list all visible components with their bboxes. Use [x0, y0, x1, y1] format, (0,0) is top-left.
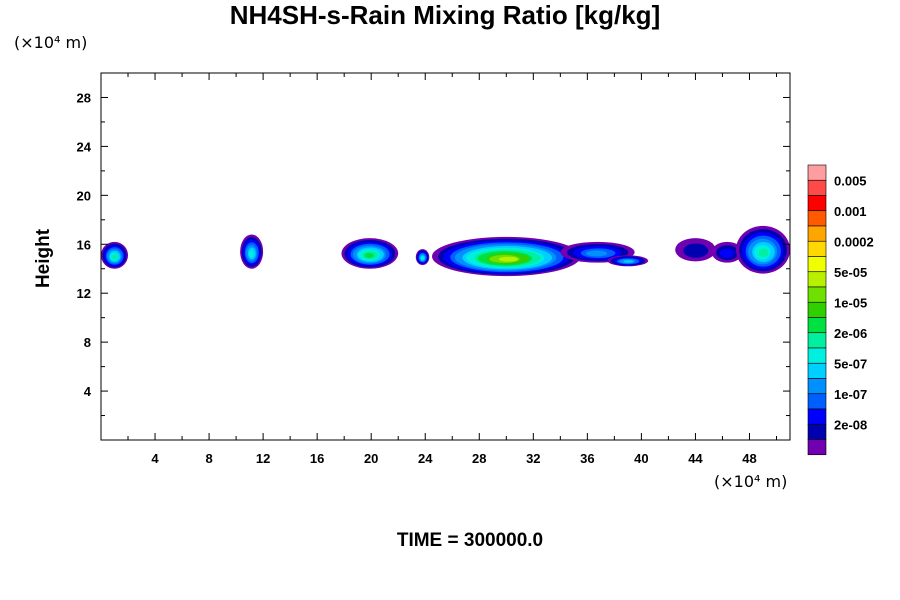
y-axis-label: Height	[33, 228, 54, 288]
contour-level	[420, 256, 424, 260]
y-tick-label: 28	[77, 90, 91, 105]
contour-level	[758, 248, 769, 258]
x-axis: 4 8 12 16 20 24 28 32 36 40 44 48	[127, 73, 777, 466]
x-tick-label: 20	[364, 451, 378, 466]
colorbar-swatch	[807, 286, 827, 303]
x-tick-label: 28	[472, 451, 486, 466]
colorbar-swatch	[807, 256, 827, 273]
x-tick-label: 24	[418, 451, 433, 466]
plot-frame	[100, 72, 791, 441]
colorbar-swatch	[807, 332, 827, 349]
colorbar-swatch	[807, 179, 827, 196]
x-tick-label: 44	[688, 451, 703, 466]
colorbar-swatch	[807, 378, 827, 395]
x-tick-label: 32	[526, 451, 540, 466]
contour-level	[623, 260, 634, 263]
x-tick-label: 12	[256, 451, 270, 466]
y-unit-label: (×10⁴ m)	[14, 33, 88, 52]
x-tick-label: 8	[205, 451, 212, 466]
x-unit-label: (×10⁴ m)	[714, 472, 788, 491]
x-tick-label: 48	[742, 451, 756, 466]
y-axis: 4 8 12 16 20 24 28	[77, 90, 790, 417]
colorbar-swatch	[807, 393, 827, 410]
colorbar-label: 0.005	[834, 173, 867, 188]
colorbar-swatch	[807, 408, 827, 425]
colorbar-swatch	[807, 225, 827, 242]
contour-cell	[415, 249, 430, 266]
y-tick-label: 12	[77, 286, 91, 301]
x-tick-label: 16	[310, 451, 324, 466]
y-tick-label: 24	[77, 139, 92, 154]
contour-cells	[101, 225, 790, 277]
contour-level	[719, 248, 734, 258]
colorbar-swatch	[807, 164, 827, 181]
colorbar-swatch	[807, 210, 827, 227]
x-tick-label: 40	[634, 451, 648, 466]
colorbar-swatch	[807, 362, 827, 379]
time-label: TIME = 300000.0	[396, 530, 544, 551]
contour-level	[498, 256, 518, 262]
colorbar-label: 1e-07	[834, 387, 867, 402]
contour-cell	[101, 241, 129, 269]
colorbar-label: 0.0002	[834, 234, 874, 249]
x-tick-label: 4	[151, 451, 159, 466]
colorbar-swatch	[807, 301, 827, 318]
colorbar-label: 0.001	[834, 204, 867, 219]
contour-level	[683, 243, 709, 258]
colorbar-swatch	[807, 195, 827, 212]
contour-level	[364, 252, 374, 259]
colorbar-swatch	[807, 317, 827, 334]
colorbar-label: 2e-06	[834, 326, 867, 341]
colorbar-label: 5e-07	[834, 356, 867, 371]
colorbar-swatch	[807, 240, 827, 257]
y-tick-label: 20	[77, 188, 91, 203]
contour-cell	[431, 236, 581, 277]
y-tick-label: 16	[77, 237, 91, 252]
contour-cell	[675, 238, 716, 262]
colorbar-label: 2e-08	[834, 417, 867, 432]
contour-level	[112, 254, 118, 260]
colorbar-swatch	[807, 271, 827, 288]
chart-title: NH4SH-s-Rain Mixing Ratio [kg/kg]	[229, 0, 661, 30]
contour-level	[585, 250, 608, 257]
x-tick-label: 36	[580, 451, 594, 466]
contour-level	[248, 250, 254, 258]
colorbar-label: 5e-05	[834, 265, 867, 280]
colorbar-label: 1e-05	[834, 295, 867, 310]
colorbar-swatch	[807, 439, 827, 456]
contour-cell	[240, 234, 264, 269]
y-tick-label: 4	[84, 384, 92, 399]
contour-cell	[607, 255, 649, 267]
y-tick-label: 8	[84, 335, 91, 350]
colorbar: 0.005 0.001 0.0002 5e-05 1e-05 2e-06 5e-07 1e-0…	[807, 164, 874, 456]
colorbar-swatch	[807, 423, 827, 440]
contour-cell	[735, 225, 790, 274]
colorbar-swatch	[807, 347, 827, 364]
contour-cell	[711, 241, 743, 263]
contour-cell	[341, 238, 399, 269]
